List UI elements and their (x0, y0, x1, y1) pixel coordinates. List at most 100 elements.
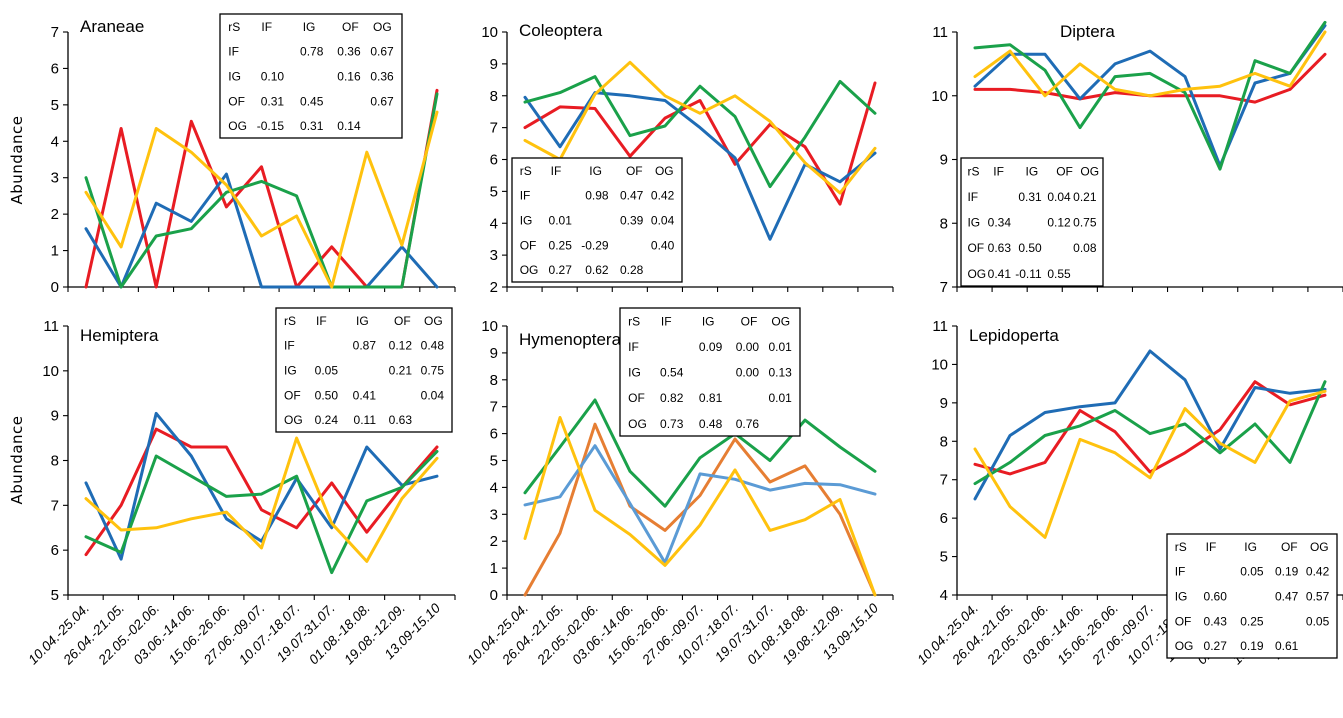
y-tick-label: 7 (51, 24, 59, 41)
y-tick-label: 7 (940, 279, 948, 296)
y-tick-label: 10 (931, 88, 948, 105)
y-tick-label: 4 (490, 215, 498, 232)
table-cell: 0.16 (337, 69, 361, 83)
table-row-label: IF (1175, 565, 1186, 579)
series-line-3 (523, 75, 877, 189)
table-header-cell: rS (284, 314, 296, 328)
table-cell: 0.05 (1306, 614, 1330, 628)
table-cell: 0.12 (389, 339, 413, 353)
table-cell: 0.31 (261, 94, 285, 108)
table-header-cell: IF (551, 164, 562, 178)
table-cell: 0.43 (1204, 614, 1228, 628)
table-row-label: OG (228, 119, 247, 133)
series-line-2 (84, 411, 439, 561)
table-header-cell: IG (589, 164, 602, 178)
table-cell: 0.00 (736, 340, 760, 354)
panel-hemiptera: 56789101110.04.-25.04.26.04.-21.05.22.05… (8, 307, 456, 668)
y-tick-label: 4 (490, 479, 498, 496)
panel-title: Hemiptera (80, 326, 159, 345)
table-cell: 0.36 (337, 45, 361, 59)
table-cell: 0.50 (1018, 241, 1042, 255)
table-cell: 0.25 (549, 238, 573, 252)
table-cell: 0.05 (1240, 565, 1264, 579)
y-tick-label: 1 (51, 243, 59, 260)
table-cell: 0.00 (736, 366, 760, 380)
table-row-label: OG (628, 417, 647, 431)
panel-hymenoptera: 01234567891010.04.-25.04.26.04.-21.05.22… (464, 307, 894, 668)
table-header-cell: OF (1056, 164, 1073, 178)
y-axis-label: Abundance (8, 416, 26, 505)
table-cell: 0.28 (620, 263, 644, 277)
series-line-1 (84, 427, 439, 557)
y-tick-label: 2 (51, 206, 59, 223)
y-tick-label: 9 (940, 152, 948, 169)
y-tick-label: 7 (490, 399, 498, 416)
table-cell: 0.42 (651, 189, 675, 203)
y-tick-label: 7 (940, 472, 948, 489)
series-line-2 (973, 24, 1327, 168)
y-tick-label: 6 (51, 542, 59, 559)
table-row-label: OG (1175, 639, 1194, 653)
correlation-table: rS IF IG OF OG IF 0.31 0.04 0.21 IG 0.34 0.12 0.75 OF… (960, 157, 1104, 287)
table-cell: 0.27 (549, 263, 573, 277)
table-cell: 0.40 (651, 238, 675, 252)
table-cell: 0.10 (261, 69, 285, 83)
table-row-label: OF (284, 388, 301, 402)
table-cell: 0.41 (988, 267, 1012, 281)
y-tick-label: 3 (490, 506, 498, 523)
y-tick-label: 8 (940, 433, 948, 450)
table-cell: 0.09 (699, 340, 723, 354)
y-tick-label: 9 (51, 408, 59, 425)
table-header-cell: OG (424, 314, 443, 328)
table-header-cell: OF (626, 164, 643, 178)
table-cell: 0.47 (1275, 589, 1299, 603)
y-axis-label: Abundance (8, 116, 26, 205)
table-header-cell: IF (993, 164, 1004, 178)
table-cell: 0.19 (1275, 565, 1299, 579)
table-cell: 0.87 (353, 339, 377, 353)
correlation-table: rS IF IG OF OG IF 0.78 0.36 0.67 IG 0.10 0.16 0.36 OF… (219, 13, 403, 139)
y-tick-label: 3 (51, 170, 59, 187)
y-tick-label: 9 (490, 56, 498, 73)
series-line-4 (523, 416, 877, 597)
table-cell: -0.11 (1015, 267, 1042, 281)
table-row-label: IG (1175, 589, 1188, 603)
y-tick-label: 10 (42, 363, 59, 380)
y-tick-label: 10 (931, 356, 948, 373)
table-cell: 0.67 (370, 45, 394, 59)
table-cell: 0.21 (389, 363, 413, 377)
table-header-cell: OF (1281, 540, 1298, 554)
table-header-cell: OG (1080, 164, 1099, 178)
table-row-label: OG (284, 413, 303, 427)
series-line-4 (973, 30, 1327, 98)
y-tick-label: 6 (490, 426, 498, 443)
table-frame (619, 307, 801, 437)
table-cell: 0.67 (370, 94, 394, 108)
table-header-cell: IG (1244, 540, 1257, 554)
table-header-cell: rS (228, 20, 240, 34)
y-tick-label: 1 (490, 560, 498, 577)
series-line-2 (523, 91, 877, 241)
table-cell: 0.42 (1306, 565, 1330, 579)
table-row-label: IF (967, 190, 978, 204)
series-line-3 (84, 450, 439, 575)
series-line-3 (84, 92, 439, 289)
correlation-table: rS IF IG OF OG IF 0.98 0.47 0.42 IG 0.01 0.39 0.04 OF… (511, 157, 683, 283)
table-row-label: IG (520, 213, 533, 227)
table-row-label: IG (628, 366, 641, 380)
series-line-1 (523, 398, 877, 508)
y-tick-label: 5 (940, 549, 948, 566)
y-tick-label: 4 (940, 587, 948, 604)
table-cell: 0.62 (585, 263, 609, 277)
panel-lepidoperta: 456789101110.04.-25.04.26.04.-21.05.22.0… (914, 318, 1343, 668)
table-cell: -0.15 (257, 119, 285, 133)
y-tick-label: 8 (490, 372, 498, 389)
table-header-cell: IG (1026, 164, 1039, 178)
table-cell: 0.05 (315, 363, 339, 377)
table-row-label: IG (228, 69, 241, 83)
table-header-cell: IF (661, 314, 672, 328)
y-tick-label: 2 (490, 533, 498, 550)
y-tick-label: 6 (51, 60, 59, 77)
series-line-4 (523, 60, 877, 195)
